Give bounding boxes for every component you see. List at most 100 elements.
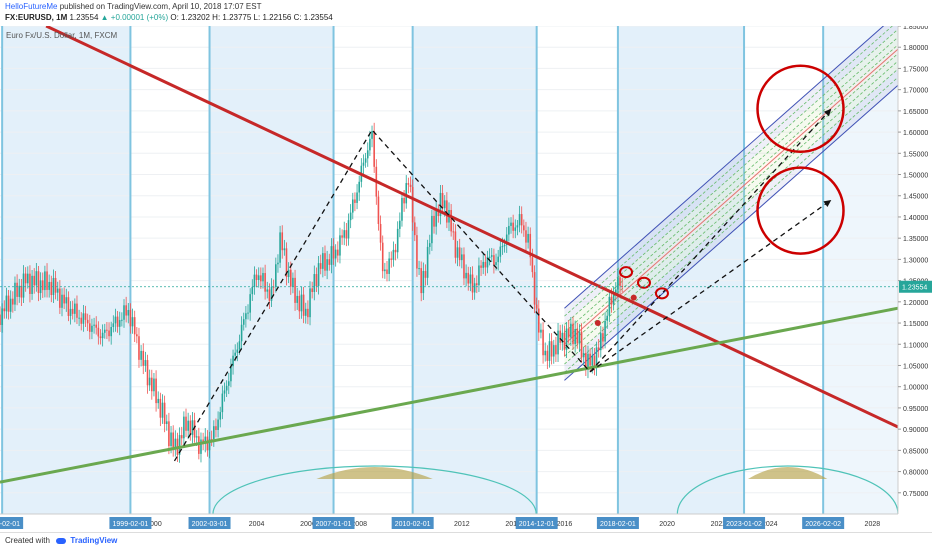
- candle-body: [213, 426, 215, 440]
- candle-body: [416, 235, 418, 269]
- candle-body: [249, 294, 251, 313]
- candle-body: [93, 324, 95, 326]
- price-tick-label: 1.45000: [903, 194, 928, 201]
- time-axis[interactable]: 2000 2004 2006 2008 2012 2014 2016 2020 2022 2024…: [0, 513, 932, 532]
- small-marker-0: [630, 294, 637, 301]
- candle-body: [236, 349, 239, 353]
- candles: [0, 122, 623, 463]
- candle-body: [159, 398, 162, 418]
- candle-body: [292, 277, 294, 287]
- candle-body: [431, 215, 433, 244]
- candle-body: [516, 225, 519, 228]
- candle-body: [604, 320, 606, 342]
- candle-body: [307, 308, 309, 318]
- candle-body: [503, 244, 506, 247]
- candle-body: [275, 264, 277, 287]
- candle-body: [514, 227, 517, 231]
- candle-body: [478, 265, 480, 286]
- time-tick-label: 2024: [762, 521, 778, 528]
- candle-body: [542, 329, 544, 356]
- candle-body: [215, 426, 217, 430]
- price-tick-label: 1.00000: [903, 385, 928, 392]
- candle-body: [411, 186, 414, 223]
- candle-body: [461, 254, 463, 261]
- candle-body: [138, 336, 140, 360]
- candle-body: [486, 256, 489, 268]
- cycle-band-3: [617, 26, 745, 514]
- publish-info: published on TradingView.com, April 10, …: [59, 2, 262, 11]
- price-axis[interactable]: 1.85000 1.80000 1.75000 1.70000 1.65000 1.600…: [0, 26, 932, 514]
- candle-body: [71, 308, 74, 314]
- candle-body: [546, 350, 549, 361]
- candle-body: [37, 271, 40, 294]
- cycle-date-badge: [723, 517, 766, 529]
- candle-body: [349, 212, 352, 221]
- resistance-trendline: [45, 26, 899, 429]
- candle-body: [426, 246, 429, 278]
- price-tick-label: 1.30000: [903, 257, 928, 264]
- time-tick-label: 2016: [557, 521, 573, 528]
- candle-body: [163, 402, 166, 424]
- candle-body: [183, 416, 185, 439]
- candle-body: [131, 317, 134, 327]
- candle-body: [148, 377, 151, 386]
- candle-body: [294, 277, 296, 303]
- candle-body: [527, 233, 529, 243]
- candle-body: [433, 215, 435, 227]
- time-tick-label: 2008: [351, 521, 367, 528]
- price-tick-label: 1.55000: [903, 151, 928, 158]
- candle-body: [384, 269, 386, 272]
- candle-body: [362, 162, 365, 166]
- candle-body: [247, 312, 249, 314]
- time-tick-label: 2020: [659, 521, 675, 528]
- candle-body: [606, 315, 609, 321]
- candle-body: [587, 353, 589, 370]
- candle-body: [97, 327, 100, 337]
- candle-body: [277, 262, 279, 265]
- candle-body: [54, 277, 57, 293]
- candle-body: [621, 285, 623, 287]
- candle-body: [379, 223, 382, 243]
- candle-body: [18, 285, 21, 297]
- candle-body: [200, 439, 202, 454]
- candle-body: [377, 196, 380, 224]
- candle-body: [585, 353, 587, 370]
- projection-line-1: [589, 199, 832, 373]
- cycle-date-badge: [802, 517, 845, 529]
- tradingview-link[interactable]: TradingView: [70, 536, 118, 545]
- candle-body: [328, 259, 331, 265]
- candle-body: [356, 192, 358, 203]
- candle-body: [14, 282, 16, 305]
- candle-body: [582, 353, 585, 358]
- channel-line-9: [564, 76, 899, 373]
- candle-body: [302, 294, 305, 316]
- candle-body: [505, 234, 508, 245]
- candle-body: [20, 285, 23, 298]
- cycle-date-label: 2007-01-01: [316, 521, 352, 528]
- candle-body: [298, 295, 301, 312]
- last-price-label: 1.23554: [902, 285, 927, 292]
- candle-body: [452, 231, 455, 233]
- candle-body: [16, 282, 18, 297]
- candle-body: [597, 347, 600, 351]
- candle-body: [501, 246, 504, 248]
- candle-body: [108, 330, 110, 337]
- candle-body: [319, 263, 322, 269]
- candle-body: [531, 257, 534, 273]
- price-tick-label: 1.10000: [903, 342, 928, 349]
- support-trendline: [0, 306, 899, 484]
- candle-body: [146, 360, 149, 386]
- candle-body: [245, 313, 247, 320]
- candle-body: [570, 323, 572, 338]
- author-link[interactable]: HelloFutureMe: [5, 2, 58, 11]
- candle-body: [101, 332, 104, 339]
- time-tick-label: 2014: [505, 521, 521, 528]
- candle-body: [390, 258, 393, 260]
- candle-body: [168, 421, 170, 447]
- cycle-arc-1: [676, 465, 899, 515]
- candle-body: [289, 269, 292, 287]
- price-chart[interactable]: 1.85000 1.80000 1.75000 1.70000 1.65000 1.600…: [0, 26, 932, 532]
- candle-body: [334, 249, 337, 259]
- candle-body: [1, 308, 3, 325]
- candle-body: [223, 390, 226, 394]
